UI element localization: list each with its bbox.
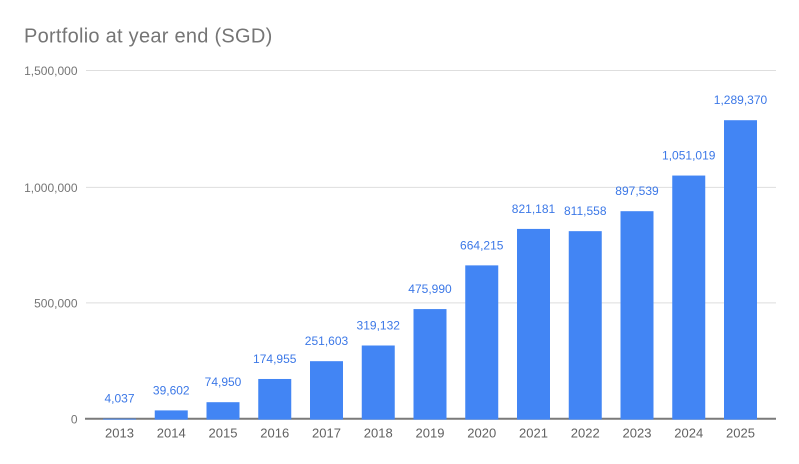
svg-text:2023: 2023 [623, 425, 652, 440]
svg-text:39,602: 39,602 [153, 383, 190, 397]
svg-text:4,037: 4,037 [104, 392, 134, 406]
svg-text:2015: 2015 [209, 425, 238, 440]
svg-text:811,558: 811,558 [564, 204, 607, 218]
svg-text:1,500,000: 1,500,000 [24, 64, 78, 78]
svg-text:1,289,370: 1,289,370 [714, 93, 768, 107]
svg-text:2016: 2016 [260, 425, 289, 440]
svg-text:500,000: 500,000 [34, 297, 78, 311]
svg-text:74,950: 74,950 [205, 375, 242, 389]
svg-text:475,990: 475,990 [408, 282, 452, 296]
svg-text:2020: 2020 [467, 425, 496, 440]
svg-text:897,539: 897,539 [615, 184, 659, 198]
svg-text:174,955: 174,955 [253, 352, 297, 366]
svg-text:2013: 2013 [105, 425, 134, 440]
svg-text:2025: 2025 [726, 425, 755, 440]
svg-text:319,132: 319,132 [357, 319, 401, 333]
svg-text:2019: 2019 [416, 425, 445, 440]
svg-text:0: 0 [71, 412, 78, 426]
svg-text:2018: 2018 [364, 425, 393, 440]
svg-text:2021: 2021 [519, 425, 548, 440]
svg-text:2022: 2022 [571, 425, 600, 440]
svg-text:821,181: 821,181 [512, 202, 556, 216]
svg-text:1,051,019: 1,051,019 [662, 149, 716, 163]
svg-text:2014: 2014 [157, 425, 186, 440]
svg-text:1,000,000: 1,000,000 [24, 181, 78, 195]
svg-text:2024: 2024 [674, 425, 703, 440]
svg-text:251,603: 251,603 [305, 334, 349, 348]
svg-text:Portfolio at year end (SGD): Portfolio at year end (SGD) [24, 26, 273, 48]
svg-text:2017: 2017 [312, 425, 341, 440]
svg-text:664,215: 664,215 [460, 238, 504, 252]
